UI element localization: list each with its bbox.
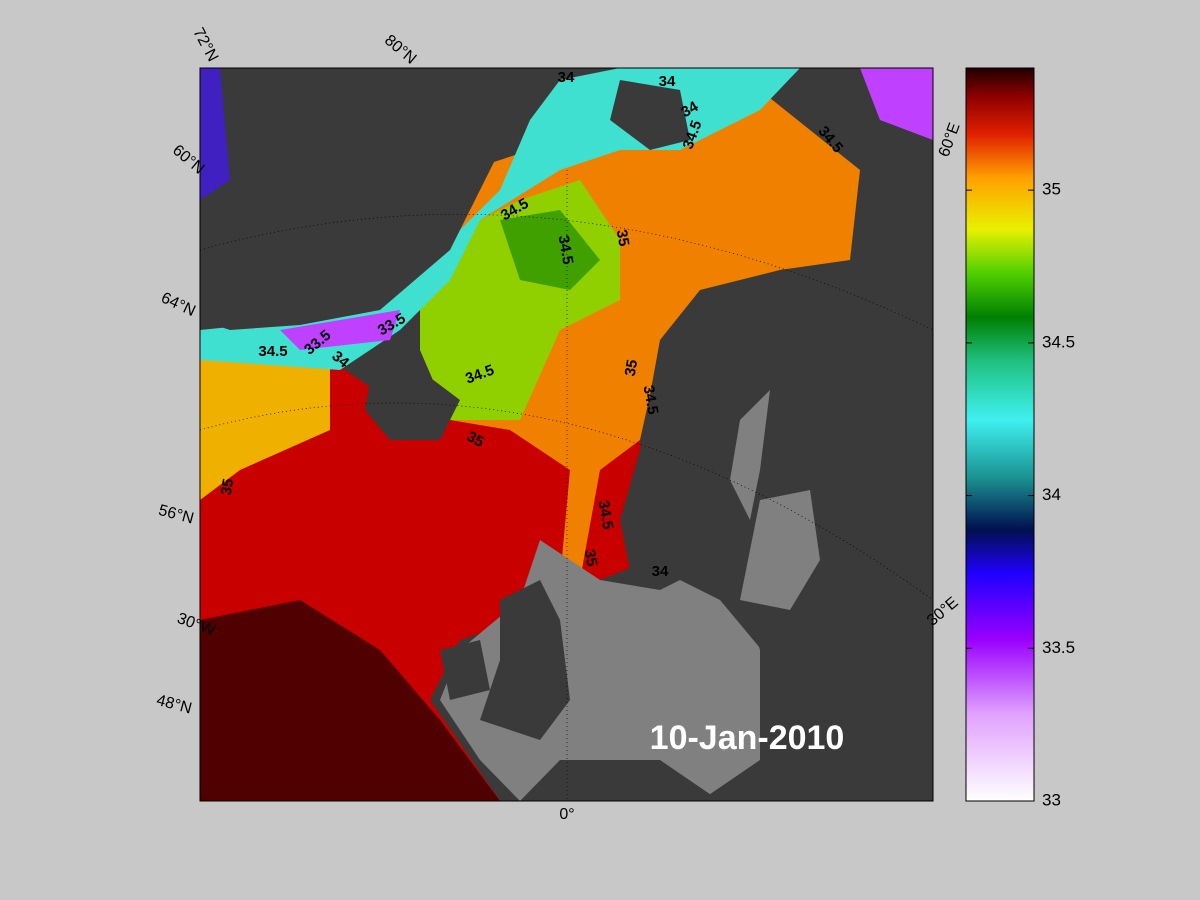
fresh-water (280, 310, 400, 350)
baltic (740, 490, 820, 610)
fresh-water (860, 68, 933, 140)
contour-label: 34 (678, 98, 702, 121)
contour-label: 34.5 (555, 234, 577, 266)
contour-label: 34.5 (595, 499, 617, 531)
green-water (500, 210, 600, 290)
contour-label: 34 (652, 563, 669, 580)
greenland (200, 68, 540, 330)
colorbar (965, 67, 1035, 802)
date-label: 10-Jan-2010 (650, 719, 845, 757)
contour-label: 34 (558, 69, 575, 86)
contour-label: 35 (622, 358, 642, 377)
grid-label: 64°N (158, 289, 198, 320)
colorbar-tick-label: 34.5 (1042, 332, 1075, 351)
contour-label: 35 (613, 228, 633, 247)
contour-label: 34.5 (258, 343, 287, 360)
map-frame (199, 67, 934, 802)
deep-warm-water (200, 600, 500, 801)
contour-label: 35 (464, 428, 487, 451)
baltic (730, 390, 770, 520)
ireland (440, 640, 490, 700)
contour-label: 35 (218, 477, 238, 496)
grid-label: 56°N (157, 502, 196, 528)
iceland (365, 370, 460, 440)
colorbar-tick-label: 33 (1042, 790, 1061, 809)
grid-label: 80°N (381, 32, 419, 68)
svalbard (610, 80, 690, 150)
great-britain (480, 580, 570, 740)
orange-water (200, 350, 330, 500)
colorbar-tick-label: 34 (1042, 485, 1061, 504)
grid-label: 72°N (189, 25, 221, 65)
grid-label: 60°E (936, 121, 964, 160)
contour-label: 34 (659, 73, 676, 90)
colorbar-tick-label: 35 (1042, 180, 1061, 199)
grid-label: 0° (559, 806, 574, 823)
colorbar-tick-label: 33.5 (1042, 638, 1075, 657)
contour-label: 34.5 (640, 384, 662, 416)
europe (520, 760, 720, 801)
contour-label: 35 (581, 548, 601, 567)
graticule (200, 170, 933, 801)
grid-label: 48°N (155, 692, 194, 718)
map (200, 68, 933, 801)
